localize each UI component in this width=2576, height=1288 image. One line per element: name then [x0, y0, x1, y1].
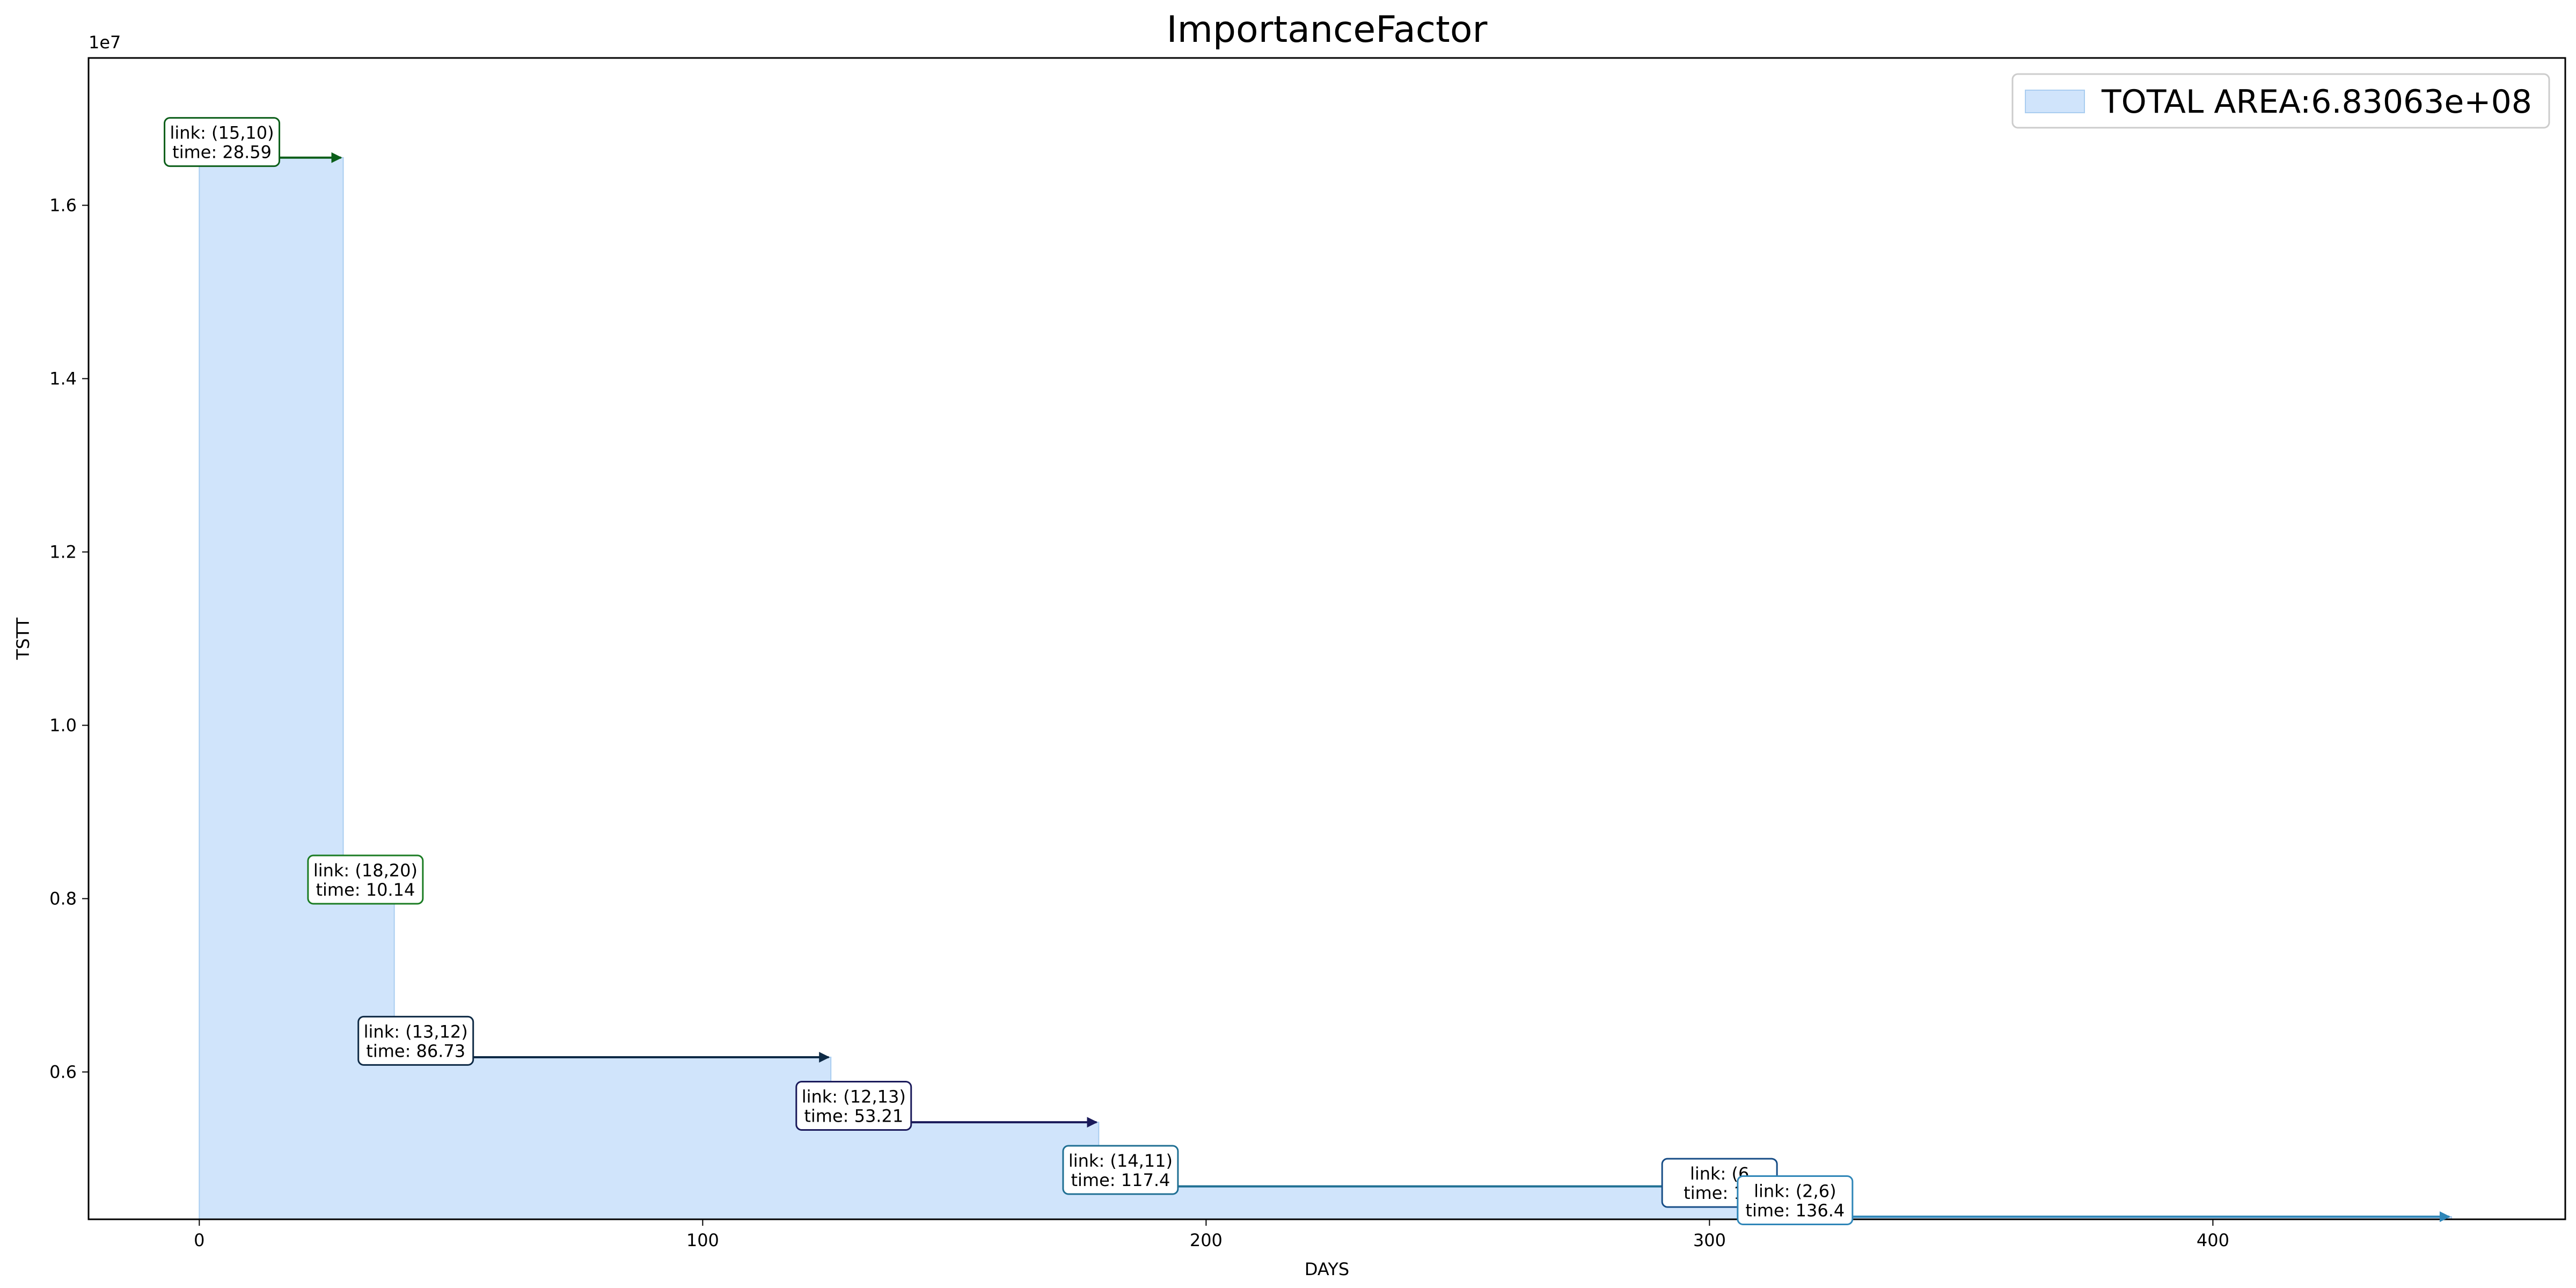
annotation-link-label: link: (14,11)	[1069, 1151, 1173, 1171]
annotation-link-label: link: (2,6)	[1754, 1181, 1836, 1201]
annotation-box	[357, 1015, 474, 1066]
x-tick-label: 300	[1693, 1230, 1726, 1250]
legend-box	[2011, 73, 2550, 129]
annotation-box	[1062, 1145, 1179, 1195]
chart-title: ImportanceFactor	[1167, 9, 1488, 51]
annotation-link-label: link: (12,13)	[802, 1086, 906, 1107]
x-tick-label: 200	[1190, 1230, 1223, 1250]
annotation-link-label: link: (13,12)	[364, 1021, 468, 1042]
y-offset-label: 1e7	[89, 32, 121, 53]
annotation-time-label: time: 10.14	[316, 880, 415, 900]
annotation-time-label: time: 86.73	[366, 1041, 465, 1061]
annotation-time-label: time: 117.4	[1071, 1170, 1170, 1190]
x-tick-label: 100	[686, 1230, 719, 1250]
y-tick-label: 1.2	[49, 542, 77, 562]
x-tick-label: 0	[194, 1230, 204, 1250]
legend-swatch	[2025, 90, 2085, 113]
y-tick-label: 1.0	[49, 715, 77, 735]
y-tick-label: 1.4	[49, 369, 77, 389]
x-axis-label: DAYS	[1305, 1259, 1349, 1279]
annotation-box	[795, 1080, 912, 1131]
y-tick-label: 0.8	[49, 888, 77, 909]
y-axis-label: TSTT	[13, 617, 33, 660]
annotation-box	[1737, 1175, 1854, 1225]
annotation-time-label: time: 136.4	[1745, 1200, 1845, 1220]
plot-frame	[87, 57, 2566, 1220]
annotation-link-label: link: (15,10)	[170, 123, 274, 143]
annotation-time-label: time: 53.21	[804, 1106, 903, 1126]
y-tick-label: 0.6	[49, 1062, 77, 1082]
annotation-box	[164, 117, 281, 167]
y-tick-label: 1.6	[49, 195, 77, 216]
annotation-box	[307, 854, 424, 905]
annotation-time-label: time: 28.59	[172, 142, 272, 163]
annotation-link-label: link: (18,20)	[313, 860, 418, 881]
x-tick-label: 400	[2197, 1230, 2229, 1250]
area-fill	[199, 157, 2453, 1220]
legend-label: TOTAL AREA:6.83063e+08	[2101, 83, 2532, 121]
